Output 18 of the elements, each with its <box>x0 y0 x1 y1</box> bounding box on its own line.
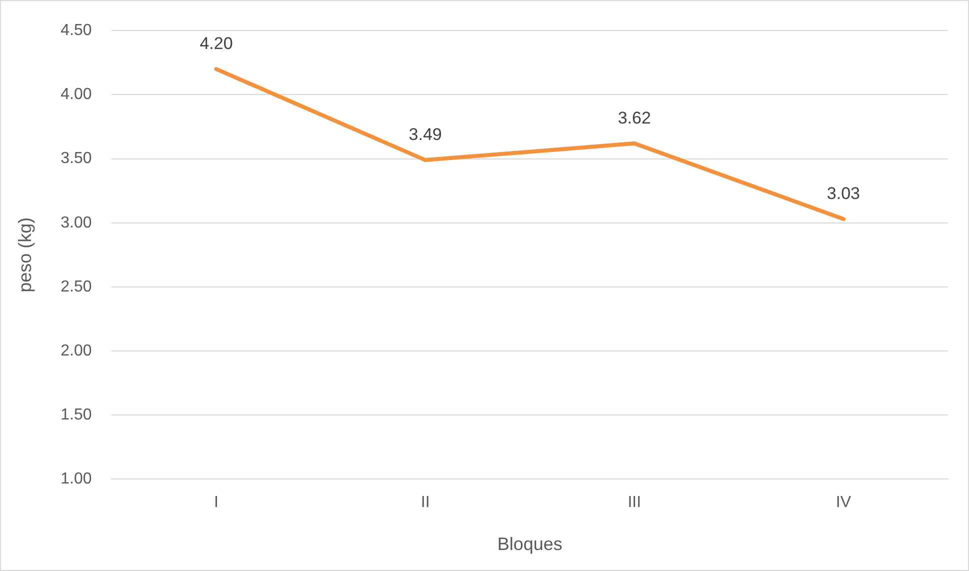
x-tick-label: III <box>628 494 642 512</box>
y-tick-label: 2.00 <box>60 342 92 360</box>
y-tick-label: 1.50 <box>60 406 92 424</box>
data-label: 3.03 <box>826 184 860 204</box>
y-tick-label: 3.00 <box>60 214 92 232</box>
x-axis-title: Bloques <box>497 534 562 554</box>
data-label: 3.62 <box>618 108 651 128</box>
data-label: 4.20 <box>200 34 233 54</box>
y-tick-label: 3.50 <box>60 150 92 168</box>
y-tick-label: 1.00 <box>60 470 92 488</box>
y-tick-label: 4.50 <box>60 22 92 40</box>
x-tick-label: II <box>420 494 430 512</box>
x-tick-label: IV <box>836 494 852 512</box>
data-label: 3.49 <box>408 125 442 144</box>
y-tick-label: 2.50 <box>60 278 92 296</box>
x-tick-label: I <box>214 494 218 512</box>
y-axis-title: peso (kg) <box>14 217 35 292</box>
y-tick-label: 4.00 <box>60 86 92 104</box>
